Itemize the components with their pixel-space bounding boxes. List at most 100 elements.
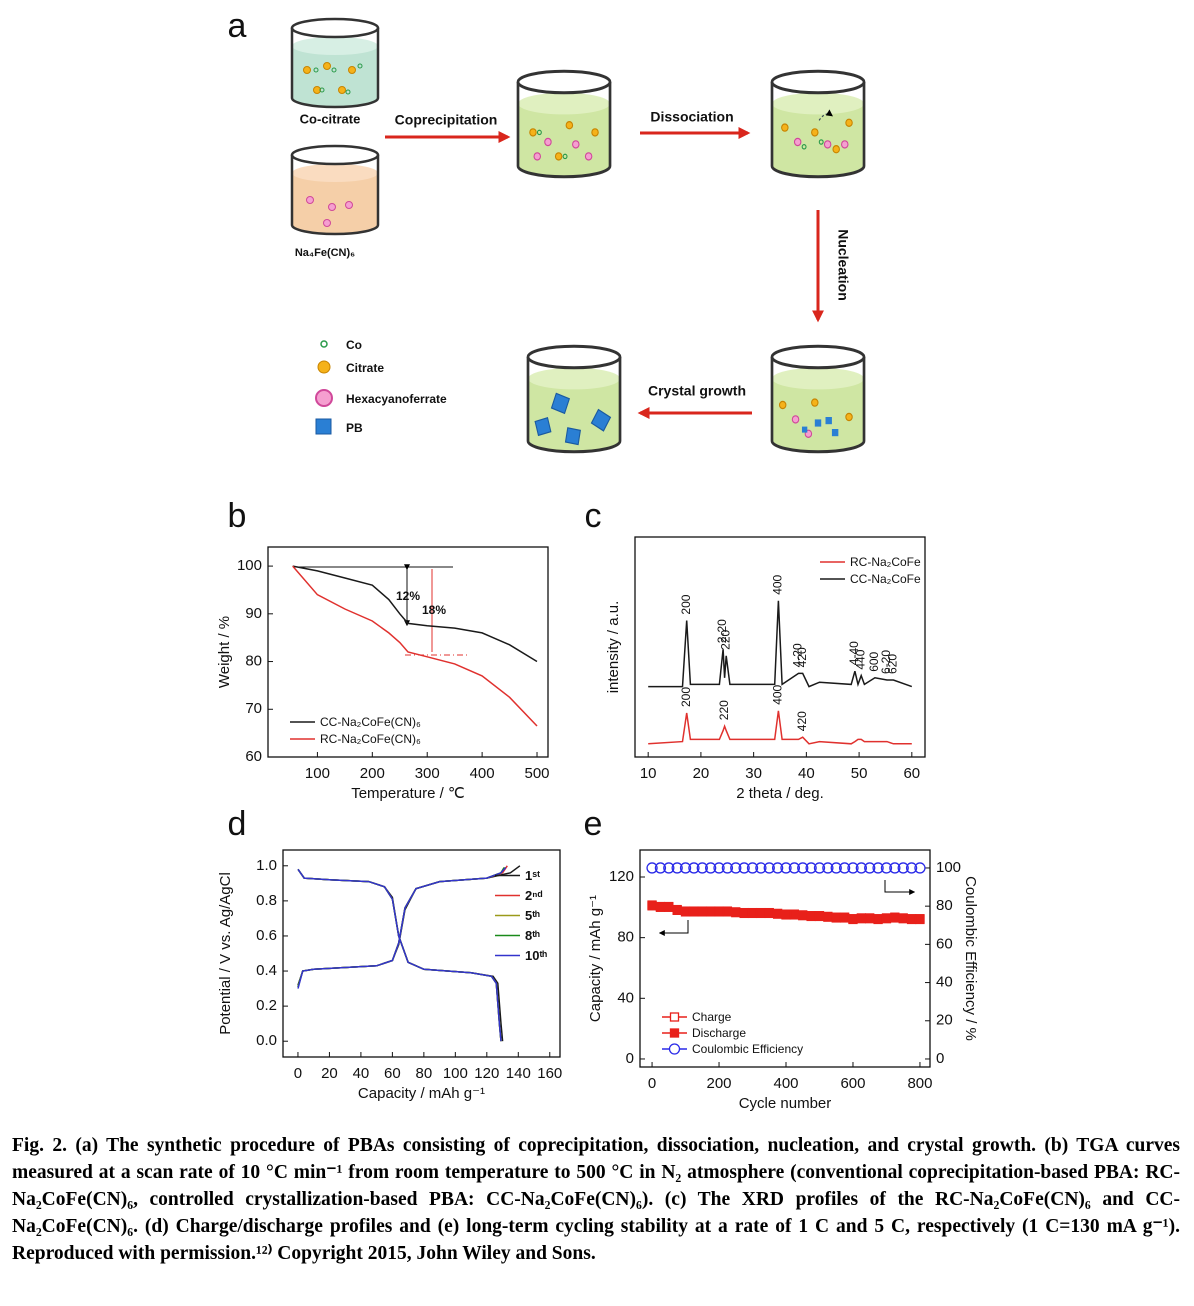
point xyxy=(671,862,683,874)
x-tick-label: 200 xyxy=(360,765,385,782)
x-tick-label: 30 xyxy=(745,765,762,782)
axis-arrow xyxy=(884,880,916,895)
point xyxy=(889,862,901,874)
x-tick-label: 200 xyxy=(707,1075,732,1092)
legend-marker xyxy=(669,1028,680,1038)
x-tick-label: 800 xyxy=(907,1075,932,1092)
axis-arrow xyxy=(658,920,689,936)
annotation: 18% xyxy=(422,603,446,617)
figure-graphics: a Co-citrate Na₄Fe(CN)₆ Coprecipitation … xyxy=(216,7,979,1112)
x-tick-label: 400 xyxy=(470,765,495,782)
series-line xyxy=(292,565,538,727)
point xyxy=(830,862,842,874)
point xyxy=(914,862,926,874)
beaker xyxy=(770,69,866,179)
step-label: Crystal growth xyxy=(648,383,746,399)
legend-label: Co xyxy=(346,338,362,352)
x-tick-label: 40 xyxy=(353,1065,370,1082)
point xyxy=(880,862,893,874)
point xyxy=(755,862,767,874)
point xyxy=(730,862,742,874)
series-line xyxy=(297,865,508,1042)
point xyxy=(805,862,817,874)
point xyxy=(864,862,876,874)
x-axis-label: Temperature / ℃ xyxy=(351,785,465,802)
y2-tick-label: 80 xyxy=(936,897,953,914)
point xyxy=(905,862,918,874)
beaker xyxy=(770,344,866,454)
panel-label: c xyxy=(585,497,602,535)
legend-label: 1ˢᵗ xyxy=(525,868,540,883)
x-tick-label: 0 xyxy=(294,1065,302,1082)
x-tick-label: 500 xyxy=(525,765,550,782)
peak-label: 4-20 xyxy=(791,643,805,667)
plot-frame xyxy=(282,849,561,1058)
y-axis-label: Capacity / mAh g⁻¹ xyxy=(587,895,604,1022)
y-tick-label: 0.6 xyxy=(256,927,277,944)
x-tick-label: 20 xyxy=(321,1065,338,1082)
point xyxy=(696,862,708,874)
x-axis-label: Cycle number xyxy=(739,1095,832,1112)
series-line xyxy=(297,865,521,1042)
step-label: Coprecipitation xyxy=(395,112,498,128)
y2-tick-label: 0 xyxy=(936,1050,944,1067)
step-label: Nucleation xyxy=(835,229,851,301)
plot-frame xyxy=(639,849,931,1068)
peak-label: 600 xyxy=(867,651,881,671)
peak-label: 200 xyxy=(679,594,693,614)
point xyxy=(721,862,734,874)
x-tick-label: 60 xyxy=(903,765,920,782)
y-tick-label: 90 xyxy=(245,605,262,622)
y-tick-label: 80 xyxy=(245,653,262,670)
point xyxy=(822,862,834,874)
x-tick-label: 10 xyxy=(640,765,657,782)
plot-frame xyxy=(267,546,549,758)
beaker xyxy=(526,344,622,454)
legend-label: RC-Na₂CoFe(CN)₆ xyxy=(320,732,421,746)
point xyxy=(855,862,868,874)
step-label: Dissociation xyxy=(650,109,733,125)
y-tick-label: 0.2 xyxy=(256,997,277,1014)
x-axis-label: Capacity / mAh g⁻¹ xyxy=(358,1085,485,1102)
panel-label: e xyxy=(584,805,603,843)
y-axis-label: intensity / a.u. xyxy=(605,601,622,694)
legend-label: Coulombic Efficiency xyxy=(692,1042,803,1056)
legend-label: Charge xyxy=(692,1010,732,1024)
y2-tick-label: 20 xyxy=(936,1012,953,1029)
y-tick-label: 100 xyxy=(237,557,262,574)
beaker-label: Na₄Fe(CN)₆ xyxy=(295,247,355,259)
series-line xyxy=(297,867,505,1042)
y2-tick-label: 40 xyxy=(936,974,953,991)
legend-label: CC-Na₂CoFe xyxy=(850,572,921,586)
x-tick-label: 60 xyxy=(384,1065,401,1082)
legend-label: RC-Na₂CoFe xyxy=(850,555,921,569)
peak-label: 400 xyxy=(771,574,785,594)
x-tick-label: 300 xyxy=(415,765,440,782)
legend-icon xyxy=(317,360,331,374)
point xyxy=(763,862,775,874)
point xyxy=(738,862,750,874)
peak-label: 400 xyxy=(771,684,785,704)
y-tick-label: 0 xyxy=(626,1050,634,1067)
peak-label: 200 xyxy=(679,687,693,707)
point xyxy=(688,862,700,874)
panel-label: d xyxy=(228,805,247,843)
peak-label: 420 xyxy=(795,711,809,731)
legend-marker xyxy=(669,1012,680,1022)
point xyxy=(771,862,784,874)
x-tick-label: 120 xyxy=(474,1065,499,1082)
plot-frame xyxy=(634,536,926,758)
x-tick-label: 400 xyxy=(773,1075,798,1092)
y-axis-label: Weight / % xyxy=(216,616,233,688)
legend-label: PB xyxy=(346,421,363,435)
legend-marker xyxy=(668,1043,681,1055)
y-tick-label: 1.0 xyxy=(256,857,277,874)
series-line xyxy=(648,600,913,688)
point xyxy=(679,862,692,874)
x-tick-label: 20 xyxy=(693,765,710,782)
y2-tick-label: 60 xyxy=(936,935,953,952)
legend-label: 8ᵗʰ xyxy=(525,928,540,943)
series-line xyxy=(292,565,538,663)
legend-icon xyxy=(315,418,332,435)
